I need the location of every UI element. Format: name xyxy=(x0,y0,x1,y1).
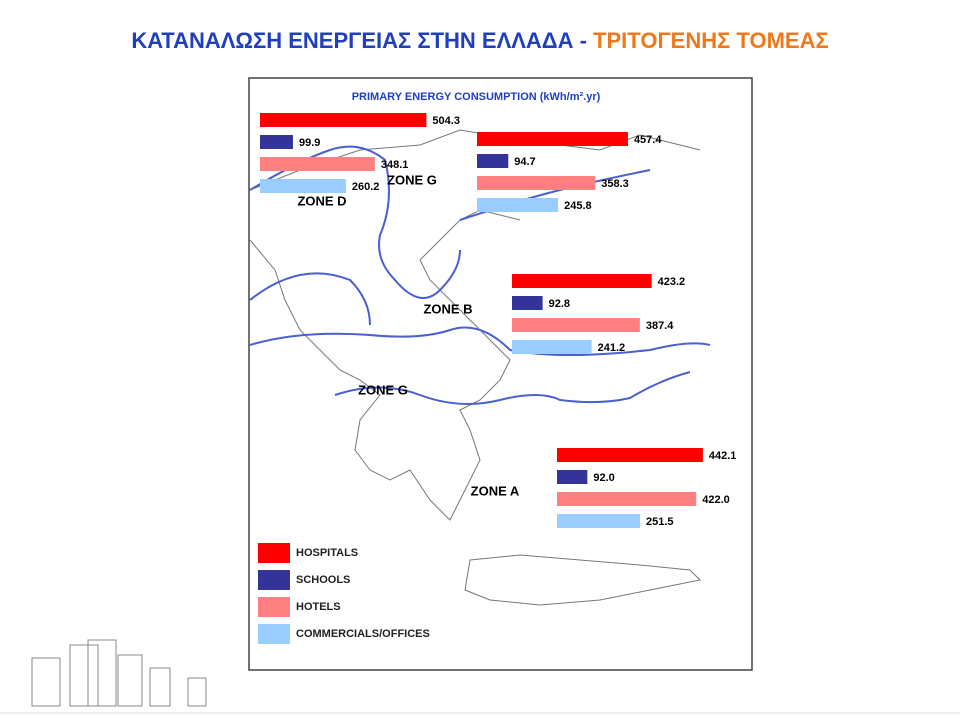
value-label: 358.3 xyxy=(601,178,629,190)
bar xyxy=(260,157,375,171)
value-label: 92.8 xyxy=(549,298,570,310)
value-label: 251.5 xyxy=(646,516,674,528)
crete xyxy=(464,554,702,606)
bar xyxy=(477,198,559,212)
chart-title: PRIMARY ENERGY CONSUMPTION (kWh/m².yr) xyxy=(352,91,601,103)
legend-label: SCHOOLS xyxy=(296,574,350,586)
bar xyxy=(477,176,596,190)
bar xyxy=(477,154,509,168)
legend-swatch xyxy=(258,570,290,590)
value-label: 92.0 xyxy=(593,472,614,484)
value-label: 260.2 xyxy=(352,181,380,193)
bar xyxy=(512,340,592,354)
zone-border xyxy=(249,272,371,326)
bar xyxy=(477,132,628,146)
legend-swatch xyxy=(258,624,290,644)
legend-swatch xyxy=(258,597,290,617)
zone-border xyxy=(249,145,461,299)
bar xyxy=(557,470,588,484)
bar xyxy=(260,113,427,127)
bar xyxy=(557,514,640,528)
value-label: 423.2 xyxy=(658,276,686,288)
bar xyxy=(260,179,346,193)
city-icon xyxy=(31,639,207,707)
legend-label: COMMERCIALS/OFFICES xyxy=(296,628,430,640)
zone-label: ZONE D xyxy=(297,193,346,208)
bar xyxy=(557,448,703,462)
zone-border xyxy=(334,371,691,405)
slide-title: ΚΑΤΑΝΑΛΩΣΗ ΕΝΕΡΓΕΙΑΣ ΣΤΗΝ ΕΛΛΑΔΑ - ΤΡΙΤΟ… xyxy=(131,28,828,53)
value-label: 94.7 xyxy=(514,156,535,168)
value-label: 422.0 xyxy=(702,494,730,506)
value-label: 348.1 xyxy=(381,159,409,171)
bar xyxy=(512,318,640,332)
value-label: 387.4 xyxy=(646,320,674,332)
bar xyxy=(260,135,293,149)
legend-label: HOSPITALS xyxy=(296,547,358,559)
bar xyxy=(512,274,652,288)
value-label: 99.9 xyxy=(299,137,320,149)
zone-label: ZONE B xyxy=(423,301,472,316)
bar xyxy=(557,492,697,506)
zone-border xyxy=(249,326,711,356)
value-label: 457.4 xyxy=(634,134,662,146)
legend-swatch xyxy=(258,543,290,563)
zone-label: ZONE G xyxy=(387,172,437,187)
zone-label: ZONE A xyxy=(471,483,520,498)
title-main: ΚΑΤΑΝΑΛΩΣΗ ΕΝΕΡΓΕΙΑΣ ΣΤΗΝ ΕΛΛΑΔΑ - xyxy=(131,28,593,53)
legend-label: HOTELS xyxy=(296,601,341,613)
value-label: 245.8 xyxy=(564,200,592,212)
value-label: 241.2 xyxy=(598,342,626,354)
title-accent: ΤΡΙΤΟΓΕΝΗΣ ΤΟΜΕΑΣ xyxy=(593,28,829,53)
value-label: 442.1 xyxy=(709,450,737,462)
value-label: 504.3 xyxy=(432,115,460,127)
bar xyxy=(512,296,543,310)
zone-label: ZONE G xyxy=(358,382,408,397)
